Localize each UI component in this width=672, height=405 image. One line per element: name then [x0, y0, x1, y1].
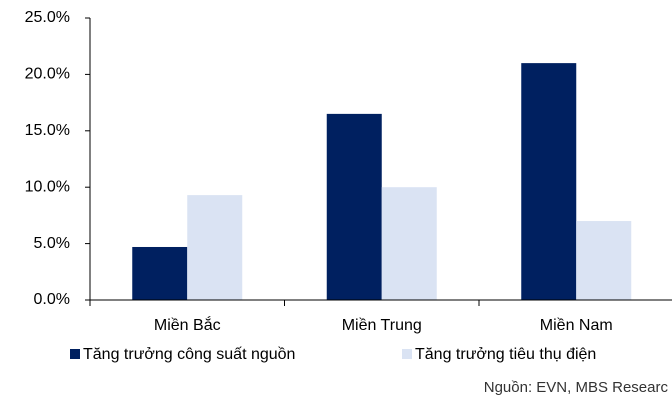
bar [326, 113, 382, 300]
y-tick-label: 5.0% [34, 235, 70, 252]
y-tick-label: 10.0% [25, 178, 70, 195]
x-tick-label: Miền Bắc [154, 315, 221, 334]
legend-swatch [402, 349, 412, 359]
y-tick-label: 25.0% [25, 9, 70, 26]
bar [381, 187, 437, 300]
bar [576, 221, 632, 300]
legend-label: Tăng trưởng tiêu thụ điện [415, 346, 596, 363]
y-tick-label: 0.0% [34, 291, 70, 308]
legend-swatch [70, 349, 80, 359]
y-tick-label: 15.0% [25, 122, 70, 139]
bar [521, 63, 577, 301]
bar [132, 246, 188, 300]
y-tick-label: 20.0% [25, 66, 70, 83]
x-tick-label: Miền Nam [540, 317, 613, 334]
x-tick-label: Miền Trung [342, 317, 422, 334]
legend-label: Tăng trưởng công suất nguồn [83, 346, 295, 363]
source-note: Nguồn: EVN, MBS Researc [484, 379, 669, 396]
bar [187, 195, 243, 300]
